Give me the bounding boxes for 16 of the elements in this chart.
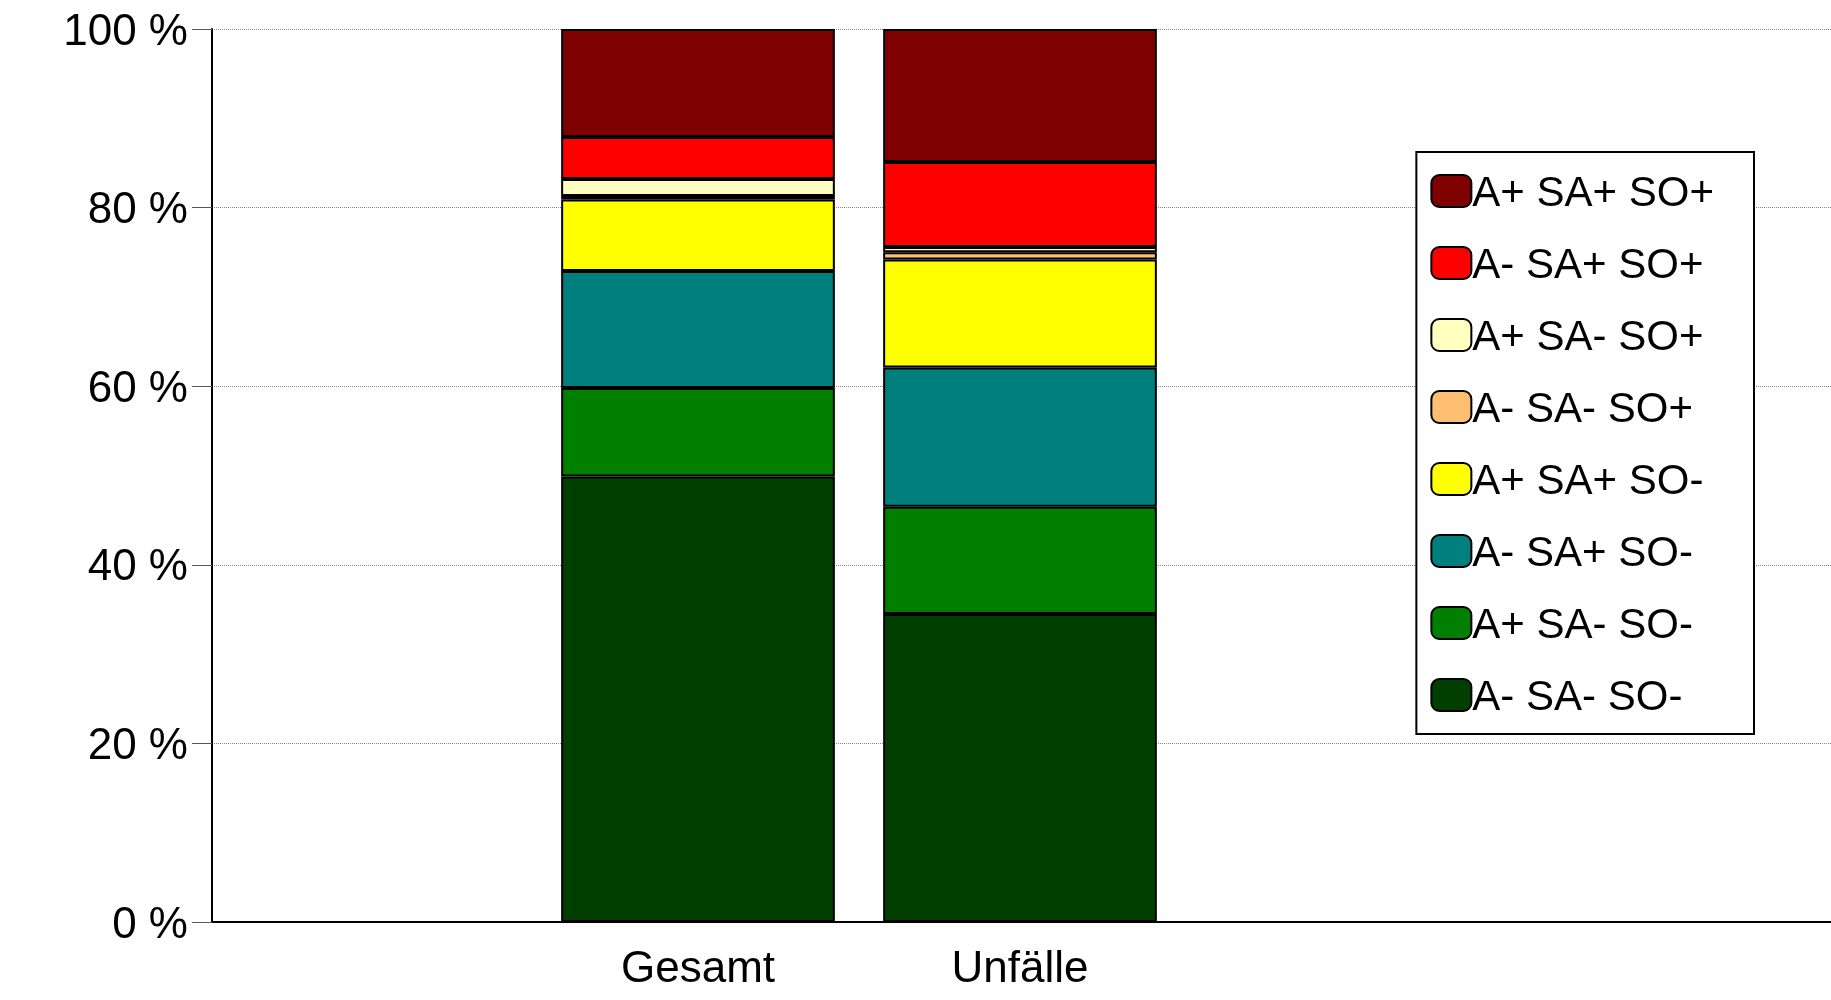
legend-label: A+ SA+ SO- bbox=[1472, 455, 1704, 503]
x-tick-label: Gesamt bbox=[620, 941, 776, 991]
y-tick-label: 20 % bbox=[87, 718, 188, 768]
legend-label: A- SA+ SO- bbox=[1472, 527, 1693, 575]
legend-label: A+ SA- SO- bbox=[1472, 599, 1693, 647]
y-tick-label: 100 % bbox=[63, 4, 188, 54]
y-tick-label: 60 % bbox=[87, 361, 188, 411]
x-tick-label: Unfälle bbox=[951, 941, 1089, 991]
y-tick-label: 0 % bbox=[112, 897, 188, 947]
legend-label: A- SA- SO+ bbox=[1472, 383, 1693, 431]
y-tick-label: 80 % bbox=[87, 183, 188, 233]
legend-label: A- SA+ SO+ bbox=[1472, 239, 1704, 287]
y-tick-label: 40 % bbox=[87, 540, 188, 590]
legend-label: A- SA- SO- bbox=[1472, 671, 1683, 719]
legend-label: A+ SA+ SO+ bbox=[1472, 167, 1715, 215]
legend-label: A+ SA- SO+ bbox=[1472, 311, 1704, 359]
